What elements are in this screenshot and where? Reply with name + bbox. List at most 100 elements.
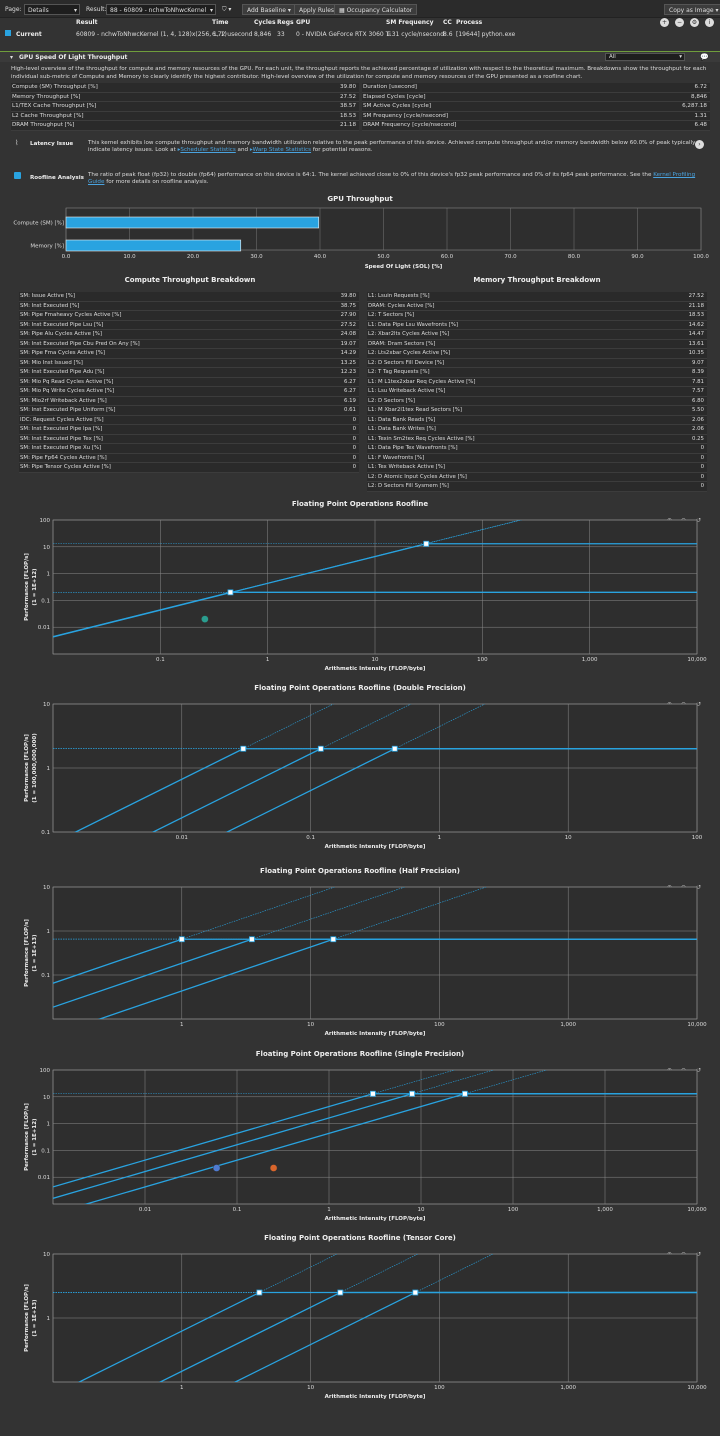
roofline-ridge-point[interactable] xyxy=(409,1090,415,1097)
roofline-x-tick-label: 0.1 xyxy=(306,835,315,841)
remove-icon[interactable]: − xyxy=(675,18,684,27)
filter-icon[interactable]: ⛉ ▾ xyxy=(222,6,232,13)
roofline-ridge-point[interactable] xyxy=(330,936,337,943)
reset-zoom-icon[interactable]: ↺ xyxy=(695,1067,702,1074)
gpu-throughput-tick-label: 80.0 xyxy=(568,254,581,260)
compute-breakdown-label: SM: Mio Inst Issued [%] xyxy=(20,359,83,366)
metric-right-row: SM Active Cycles [cycle] 6,287.18 xyxy=(362,102,710,112)
gpu-throughput-tick-label: 10.0 xyxy=(123,254,136,260)
achieved-performance-point[interactable] xyxy=(212,1164,221,1172)
metrics-table-right: Duration [usecond] 6.72 Elapsed Cycles [cy… xyxy=(362,83,710,131)
roofline-x-tick-label: 1 xyxy=(438,835,442,841)
reset-zoom-icon[interactable]: ↺ xyxy=(695,884,702,891)
result-time: 6.72 usecond xyxy=(212,31,253,38)
memory-breakdown-value: 14.47 xyxy=(688,331,704,337)
gpu-throughput-tick-label: 0.0 xyxy=(62,254,71,260)
compute-breakdown-table: SM: Issue Active [%] 39.80 SM: Inst Execut… xyxy=(19,292,359,473)
compute-breakdown-row: SM: Pipe Fmaheavy Cycles Active [%] 27.90 xyxy=(19,311,359,321)
roofline-slope-extension xyxy=(251,887,406,940)
compute-breakdown-value: 6.27 xyxy=(343,378,356,385)
section-filter-select[interactable]: All ▾ xyxy=(605,53,685,61)
roofline-ridge-point[interactable] xyxy=(337,1289,344,1296)
copy-as-image-button[interactable]: Copy as Image ▾ xyxy=(664,4,720,15)
roofline-title: Floating Point Operations Roofline xyxy=(291,500,429,508)
result-select[interactable]: 88 - 60809 - nchwToNhwcKernel ▾ xyxy=(106,4,216,15)
compute-breakdown-row: IDC: Request Cycles Active [%] 0 xyxy=(19,415,359,425)
roofline-ridge-point[interactable] xyxy=(227,589,234,596)
memory-breakdown-row: L1: Data Bank Reads [%] 2.06 xyxy=(367,415,707,425)
memory-breakdown-value: 27.52 xyxy=(688,293,704,299)
achieved-performance-point[interactable] xyxy=(269,1164,278,1172)
roofline-memory-slope xyxy=(53,938,183,984)
apply-rules-button[interactable]: Apply Rules xyxy=(294,4,340,15)
compute-breakdown-row: SM: Pipe Tensor Cycles Active [%] 0 xyxy=(19,463,359,473)
roofline-ridge-point[interactable] xyxy=(178,936,185,943)
roofline-ylabel: Performance [FLOP/s] xyxy=(24,553,30,621)
roofline-title: Floating Point Operations Roofline (Doub… xyxy=(254,684,466,692)
calculator-icon: ▦ xyxy=(339,7,347,14)
add-icon[interactable]: + xyxy=(660,18,669,27)
roofline-memory-slope xyxy=(97,938,334,1019)
memory-breakdown-value: 2.06 xyxy=(691,416,704,423)
roofline-ridge-point[interactable] xyxy=(369,1090,376,1097)
compute-breakdown-value: 6.27 xyxy=(343,388,356,394)
roofline-x-tick-label: 0.01 xyxy=(139,1207,151,1213)
roofline-xlabel: Arithmetic Intensity [FLOP/byte] xyxy=(325,1216,426,1222)
roofline-ridge-point[interactable] xyxy=(391,745,398,752)
warp-state-statistics-link[interactable]: Warp State Statistics xyxy=(252,147,312,154)
gpu-throughput-xlabel: Speed Of Light (SOL) [%] xyxy=(365,264,443,270)
settings-icon[interactable]: ⚙ xyxy=(690,18,699,27)
roofline-x-tick-label: 10 xyxy=(307,1022,314,1028)
roofline-x-tick-label: 1 xyxy=(266,657,270,663)
memory-breakdown-label: L1: Texin Sm2tex Req Cycles Active [%] xyxy=(368,435,475,442)
scheduler-statistics-link[interactable]: Scheduler Statistics xyxy=(180,147,236,154)
roofline-ridge-point[interactable] xyxy=(412,1289,419,1296)
occupancy-calculator-button[interactable]: ▦ Occupancy Calculator xyxy=(334,4,418,15)
gpu-throughput-category-label: Memory [%] xyxy=(30,244,64,250)
latency-icon: ⌇ xyxy=(15,139,19,147)
expand-icon[interactable]: › xyxy=(695,140,704,149)
memory-breakdown-value: 0 xyxy=(700,473,704,480)
gpu-throughput-category-label: Compute (SM) [%] xyxy=(13,221,64,227)
kernel-profiling-guide-link[interactable]: Kernel Profiling Guide xyxy=(88,172,696,186)
memory-breakdown-label: DRAM: Dram Sectors [%] xyxy=(368,340,436,347)
compute-breakdown-row: SM: Pipe Alu Cycles Active [%] 24.08 xyxy=(19,330,359,340)
roofline-ridge-point[interactable] xyxy=(317,745,324,752)
gpu-throughput-title: GPU Throughput xyxy=(327,195,393,203)
roofline-ridge-point[interactable] xyxy=(240,745,247,752)
memory-breakdown-label: L1: Tex Writeback Active [%] xyxy=(368,464,445,470)
roofline-ridge-point[interactable] xyxy=(461,1090,468,1097)
compute-breakdown-row: SM: Mio Pq Read Cycles Active [%] 6.27 xyxy=(19,377,359,387)
reset-zoom-icon[interactable]: ↺ xyxy=(695,701,702,708)
memory-breakdown-row: L1: Tex Writeback Active [%] 0 xyxy=(367,463,707,473)
memory-breakdown-row: L1: Texin Sm2tex Req Cycles Active [%] 0.… xyxy=(367,434,707,444)
roofline-ridge-point[interactable] xyxy=(256,1289,263,1296)
compute-breakdown-label: SM: Inst Executed Pipe Lsu [%] xyxy=(20,321,104,328)
reset-zoom-icon[interactable]: ↺ xyxy=(695,517,702,524)
roofline-ridge-point[interactable] xyxy=(248,936,255,943)
compute-breakdown-row: SM: Inst Executed Pipe Tex [%] 0 xyxy=(19,434,359,444)
roofline-ridge-point[interactable] xyxy=(423,540,430,547)
compute-breakdown-label: SM: Mio Pq Read Cycles Active [%] xyxy=(20,378,114,385)
roofline-chart: 0.1 1 10 100 1,000 10,000 100 10 1 0.1 0.01 Arithme… xyxy=(24,518,707,672)
metric-right-row: SM Frequency [cycle/nsecond] 1.31 xyxy=(362,111,710,121)
memory-breakdown-row: L1: Data Bank Writes [%] 2.06 xyxy=(367,425,707,435)
roofline-x-tick-label: 10 xyxy=(418,1207,425,1213)
collapse-chevron-icon[interactable]: ▾ xyxy=(10,54,14,61)
col-time: Time xyxy=(212,19,229,26)
comment-icon[interactable]: 💬 xyxy=(700,53,709,61)
reset-zoom-icon[interactable]: ↺ xyxy=(695,1251,702,1258)
memory-breakdown-row: DRAM: Dram Sectors [%] 13.61 xyxy=(367,339,707,349)
gpu-throughput-tick-label: 60.0 xyxy=(441,254,454,260)
metric-left-row: Compute (SM) Throughput [%] 39.80 xyxy=(11,83,359,93)
section-header[interactable]: ▾ GPU Speed Of Light Throughput All ▾ 💬 xyxy=(0,51,720,62)
roofline-x-tick-label: 10,000 xyxy=(687,1022,707,1028)
compute-breakdown-label: SM: Pipe Fmaheavy Cycles Active [%] xyxy=(20,312,122,318)
info-icon[interactable]: i xyxy=(705,18,714,27)
page-select[interactable]: Details ▾ xyxy=(24,4,80,15)
achieved-performance-point[interactable] xyxy=(201,615,209,623)
compute-breakdown-row: SM: Issue Active [%] 39.80 xyxy=(19,292,359,302)
add-baseline-button[interactable]: Add Baseline ▾ xyxy=(242,4,296,15)
compute-breakdown-label: SM: Pipe Tensor Cycles Active [%] xyxy=(20,464,111,470)
compute-breakdown-value: 6.19 xyxy=(343,397,356,404)
